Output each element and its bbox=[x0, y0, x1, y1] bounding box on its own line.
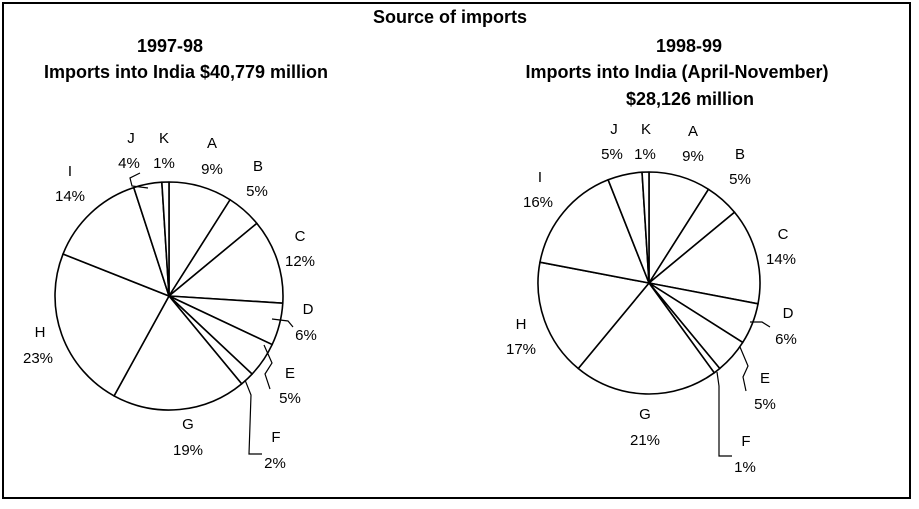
slice-percent-d: 6% bbox=[775, 331, 797, 348]
right-chart-subtitle: Imports into India (April-November) bbox=[525, 62, 828, 82]
slice-label-f: F bbox=[741, 433, 750, 450]
slice-percent-e: 5% bbox=[754, 396, 776, 413]
slice-label-i: I bbox=[68, 163, 72, 180]
slice-label-a: A bbox=[207, 135, 217, 152]
slice-label-d: D bbox=[303, 301, 314, 318]
slice-label-h: H bbox=[516, 316, 527, 333]
slice-percent-h: 17% bbox=[506, 341, 536, 358]
slice-label-j: J bbox=[610, 121, 618, 138]
pie-slice-h bbox=[54, 253, 170, 397]
pie-slice-g bbox=[113, 295, 243, 411]
slice-percent-a: 9% bbox=[682, 148, 704, 165]
right-chart-title: 1998-99 bbox=[656, 36, 722, 56]
slice-percent-j: 4% bbox=[118, 155, 140, 172]
leader-line-e bbox=[263, 344, 273, 390]
slice-percent-i: 16% bbox=[523, 194, 553, 211]
leader-line-e bbox=[739, 346, 749, 392]
leader-line-d bbox=[750, 321, 771, 328]
slice-percent-f: 2% bbox=[264, 455, 286, 472]
slice-label-j: J bbox=[127, 130, 135, 147]
pie-slice-i bbox=[539, 178, 650, 284]
slice-label-b: B bbox=[253, 158, 263, 175]
pie-slice-c bbox=[168, 222, 284, 304]
pie-1997-98: A 9% B 5% C 12% D 6% E 5% F 2% G 19% H 23% I 14% J 4% K 1% bbox=[23, 130, 317, 472]
slice-label-i: I bbox=[538, 169, 542, 186]
slice-label-g: G bbox=[639, 406, 651, 423]
pie-1998-99: A 9% B 5% C 14% D 6% E 5% F 1% G 21% H 17% I 16% J 5% K 1% bbox=[506, 121, 797, 476]
slice-percent-k: 1% bbox=[153, 155, 175, 172]
slice-label-e: E bbox=[760, 370, 770, 387]
slice-percent-b: 5% bbox=[246, 183, 268, 200]
pie-slice-k bbox=[641, 171, 650, 284]
pie-slice-c bbox=[648, 211, 761, 305]
slice-label-k: K bbox=[641, 121, 651, 138]
slice-label-g: G bbox=[182, 416, 194, 433]
leader-line-f bbox=[244, 379, 262, 455]
slice-percent-h: 23% bbox=[23, 350, 53, 367]
slice-label-c: C bbox=[778, 226, 789, 243]
slice-label-b: B bbox=[735, 146, 745, 163]
slice-percent-g: 21% bbox=[630, 432, 660, 449]
leader-line-d bbox=[271, 318, 294, 328]
pie-slice-h bbox=[537, 261, 650, 370]
leader-line-j bbox=[129, 172, 149, 189]
slice-label-e: E bbox=[285, 365, 295, 382]
slice-label-a: A bbox=[688, 123, 698, 140]
pie-slice-k bbox=[161, 181, 170, 297]
leader-line-f bbox=[716, 371, 732, 457]
pie-slice-g bbox=[577, 282, 716, 395]
slice-percent-g: 19% bbox=[173, 442, 203, 459]
slice-label-f: F bbox=[271, 429, 280, 446]
slice-label-k: K bbox=[159, 130, 169, 147]
slice-percent-e: 5% bbox=[279, 390, 301, 407]
slice-label-d: D bbox=[783, 305, 794, 322]
slice-percent-k: 1% bbox=[634, 146, 656, 163]
slice-percent-c: 14% bbox=[766, 251, 796, 268]
slice-percent-i: 14% bbox=[55, 188, 85, 205]
slice-percent-a: 9% bbox=[201, 161, 223, 178]
slice-label-c: C bbox=[295, 228, 306, 245]
right-chart-subtitle-2: $28,126 million bbox=[626, 89, 754, 109]
slice-percent-f: 1% bbox=[734, 459, 756, 476]
slice-percent-c: 12% bbox=[285, 253, 315, 270]
figure-title: Source of imports bbox=[373, 7, 527, 27]
slice-percent-j: 5% bbox=[601, 146, 623, 163]
slice-percent-b: 5% bbox=[729, 171, 751, 188]
slice-label-h: H bbox=[35, 324, 46, 341]
left-chart-subtitle: Imports into India $40,779 million bbox=[44, 62, 328, 82]
left-chart-title: 1997-98 bbox=[137, 36, 203, 56]
slice-percent-d: 6% bbox=[295, 327, 317, 344]
